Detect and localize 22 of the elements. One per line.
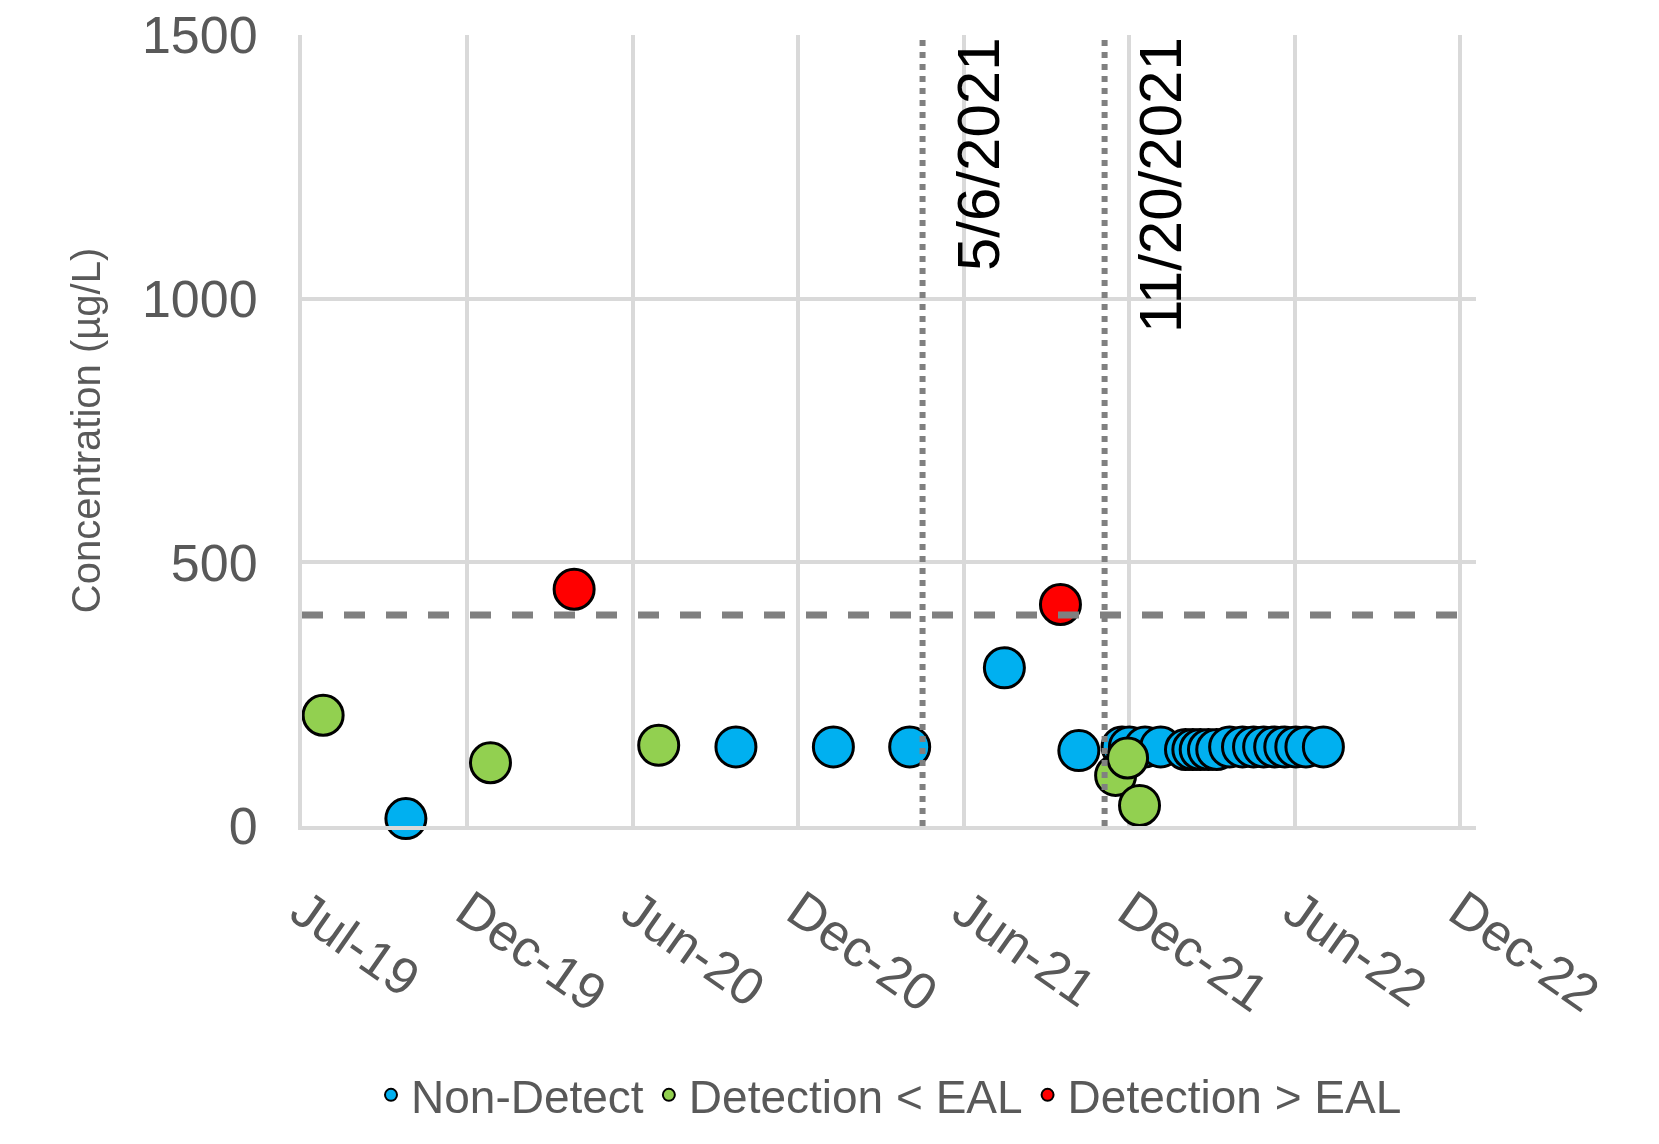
point bbox=[1118, 783, 1162, 827]
legend-label: Detection > EAL bbox=[1067, 1070, 1402, 1123]
ref-line-label: 5/6/2021 bbox=[945, 37, 1013, 272]
point bbox=[301, 693, 345, 737]
point bbox=[384, 797, 428, 841]
point bbox=[982, 646, 1026, 690]
y-tick-label: 500 bbox=[170, 533, 258, 592]
point bbox=[552, 567, 596, 611]
ref-line-label: 11/20/2021 bbox=[1127, 37, 1195, 334]
point bbox=[468, 741, 512, 785]
legend-label: Detection < EAL bbox=[688, 1070, 1023, 1123]
y-tick-label: 1500 bbox=[141, 6, 258, 65]
point bbox=[811, 725, 855, 769]
point bbox=[1301, 725, 1345, 769]
y-tick-label: 1000 bbox=[141, 269, 258, 328]
point bbox=[637, 723, 681, 767]
y-axis-title: Concentration (µg/L) bbox=[63, 247, 108, 614]
point bbox=[1057, 729, 1101, 773]
point bbox=[888, 725, 932, 769]
point bbox=[714, 725, 758, 769]
legend-label: Non-Detect bbox=[411, 1070, 644, 1123]
y-tick-label: 0 bbox=[228, 797, 258, 856]
